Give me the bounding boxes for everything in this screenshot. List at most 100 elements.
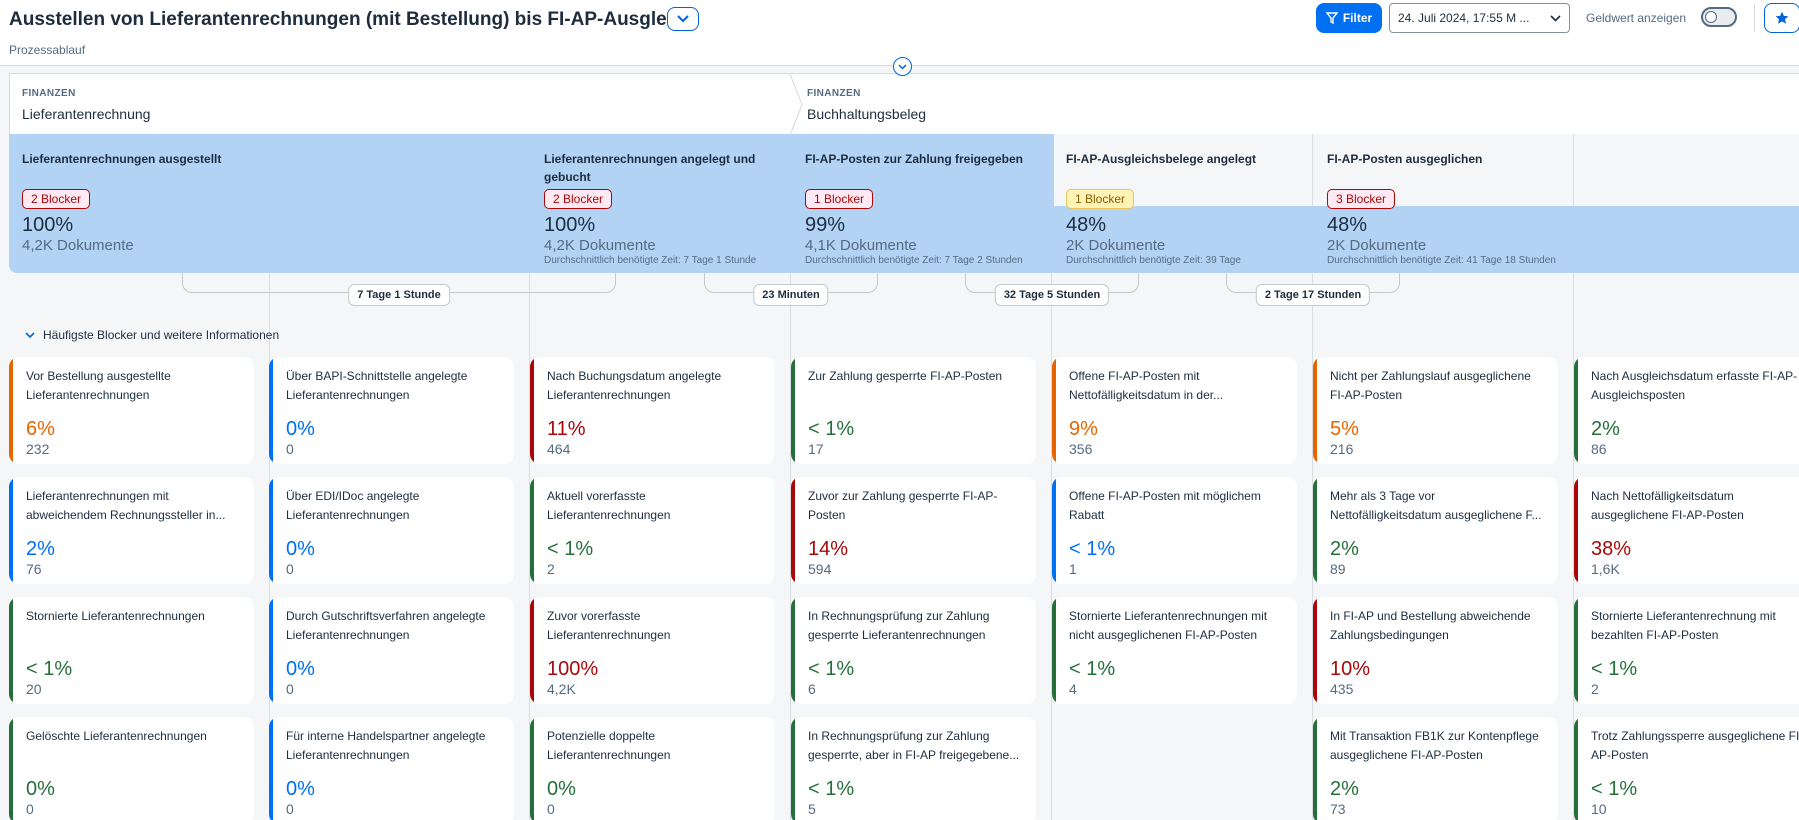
- blocker-card[interactable]: Nach Ausgleichsdatum erfasste FI-AP-Ausg…: [1574, 357, 1799, 464]
- process-step[interactable]: FI-AP-Posten zur Zahlung freigegeben 1 B…: [792, 134, 1052, 273]
- blocker-card[interactable]: Stornierte Lieferantenrechnungen mit nic…: [1052, 597, 1297, 704]
- blocker-card[interactable]: Trotz Zahlungssperre ausgeglichene FI-AP…: [1574, 717, 1799, 820]
- process-step[interactable]: FI-AP-Posten ausgeglichen 3 Blocker 48% …: [1314, 134, 1574, 273]
- status-bar: [530, 597, 534, 704]
- card-percent: 2%: [1330, 778, 1359, 800]
- card-percent: 5%: [1330, 418, 1359, 440]
- step-average-time: Durchschnittlich benötigte Zeit: 39 Tage: [1066, 255, 1241, 266]
- card-title: In FI-AP und Bestellung abweichende Zahl…: [1330, 609, 1531, 642]
- status-bar: [1574, 717, 1578, 820]
- filter-button-label: Filter: [1342, 11, 1373, 25]
- status-bar: [1313, 357, 1317, 464]
- card-percent: 2%: [1591, 418, 1620, 440]
- card-title: Gelöschte Lieferantenrechnungen: [26, 729, 207, 743]
- process-step[interactable]: Lieferantenrechnungen angelegt und gebuc…: [531, 134, 791, 273]
- blocker-card[interactable]: Zuvor zur Zahlung gesperrte FI-AP-Posten…: [791, 477, 1036, 584]
- status-bar: [1313, 597, 1317, 704]
- filter-button[interactable]: Filter: [1316, 3, 1382, 33]
- blocker-card[interactable]: Zur Zahlung gesperrte FI-AP-Posten < 1% 17: [791, 357, 1036, 464]
- phase-category: FINANZEN: [807, 88, 861, 99]
- process-step[interactable]: FI-AP-Ausgleichsbelege angelegt 1 Blocke…: [1053, 134, 1313, 273]
- variant-dropdown-button[interactable]: [667, 7, 699, 31]
- header-divider: [1754, 4, 1755, 32]
- phase-buchhaltungsbeleg: FINANZEN Buchhaltungsbeleg: [807, 74, 1797, 135]
- filter-icon: [1325, 12, 1338, 24]
- blocker-card[interactable]: Stornierte Lieferantenrechnungen < 1% 20: [9, 597, 254, 704]
- geldwert-toggle[interactable]: [1701, 7, 1737, 27]
- card-title: Stornierte Lieferantenrechnung mit bezah…: [1591, 609, 1776, 642]
- card-title: Vor Bestellung ausgestellte Lieferantenr…: [26, 369, 171, 402]
- status-bar: [1052, 357, 1056, 464]
- blocker-card[interactable]: In Rechnungsprüfung zur Zahlung gesperrt…: [791, 597, 1036, 704]
- status-bar: [269, 357, 273, 464]
- blocker-card[interactable]: Nach Nettofälligkeitsdatum ausgeglichene…: [1574, 477, 1799, 584]
- card-count: 89: [1330, 561, 1346, 577]
- blocker-card[interactable]: Mehr als 3 Tage vor Nettofälligkeitsdatu…: [1313, 477, 1558, 584]
- card-count: 10: [1591, 801, 1607, 817]
- card-title: Offene FI-AP-Posten mit möglichem Rabatt: [1069, 489, 1261, 522]
- card-count: 6: [808, 681, 816, 697]
- card-count: 0: [286, 681, 294, 697]
- blocker-card[interactable]: Aktuell vorerfasste Lieferantenrechnunge…: [530, 477, 775, 584]
- status-bar: [791, 477, 795, 584]
- blocker-card[interactable]: Offene FI-AP-Posten mit Nettofälligkeits…: [1052, 357, 1297, 464]
- card-title: Trotz Zahlungssperre ausgeglichene FI-AP…: [1591, 729, 1799, 762]
- blocker-card[interactable]: In Rechnungsprüfung zur Zahlung gesperrt…: [791, 717, 1036, 820]
- blocker-card[interactable]: Stornierte Lieferantenrechnung mit bezah…: [1574, 597, 1799, 704]
- step-average-time: Durchschnittlich benötigte Zeit: 41 Tage…: [1327, 255, 1556, 266]
- card-count: 73: [1330, 801, 1346, 817]
- card-percent: 2%: [26, 538, 55, 560]
- collapse-header-button[interactable]: [893, 57, 912, 76]
- card-title: Aktuell vorerfasste Lieferantenrechnunge…: [547, 489, 671, 522]
- blocker-card[interactable]: Lieferantenrechnungen mit abweichendem R…: [9, 477, 254, 584]
- card-percent: 2%: [1330, 538, 1359, 560]
- card-title: Zuvor zur Zahlung gesperrte FI-AP-Posten: [808, 489, 998, 522]
- blocker-card[interactable]: Durch Gutschriftsverfahren angelegte Lie…: [269, 597, 514, 704]
- card-percent: 10%: [1330, 658, 1371, 680]
- blocker-card[interactable]: Vor Bestellung ausgestellte Lieferantenr…: [9, 357, 254, 464]
- phase-name: Lieferantenrechnung: [22, 106, 151, 122]
- blocker-info-toggle[interactable]: Häufigste Blocker und weitere Informatio…: [25, 328, 279, 342]
- blocker-card[interactable]: Für interne Handelspartner angelegte Lie…: [269, 717, 514, 820]
- status-bar: [9, 477, 13, 584]
- card-title: Lieferantenrechnungen mit abweichendem R…: [26, 489, 226, 522]
- blocker-badge[interactable]: 2 Blocker: [22, 189, 91, 209]
- blocker-card[interactable]: Mit Transaktion FB1K zur Kontenpflege au…: [1313, 717, 1558, 820]
- blocker-card[interactable]: Über BAPI-Schnittstelle angelegte Liefer…: [269, 357, 514, 464]
- duration-label: 23 Minuten: [753, 284, 829, 306]
- blocker-card[interactable]: Gelöschte Lieferantenrechnungen 0% 0: [9, 717, 254, 820]
- process-step[interactable]: Lieferantenrechnungen ausgestellt 2 Bloc…: [9, 134, 269, 273]
- blocker-card[interactable]: Offene FI-AP-Posten mit möglichem Rabatt…: [1052, 477, 1297, 584]
- duration-label: 7 Tage 1 Stunde: [348, 284, 450, 306]
- blocker-card[interactable]: Potenzielle doppelte Lieferantenrechnung…: [530, 717, 775, 820]
- blocker-card[interactable]: In FI-AP und Bestellung abweichende Zahl…: [1313, 597, 1558, 704]
- step-documents: 4,2K Dokumente: [22, 237, 134, 254]
- page-subtitle: Prozessablauf: [9, 43, 86, 57]
- status-bar: [1052, 597, 1056, 704]
- blocker-badge[interactable]: 3 Blocker: [1327, 189, 1396, 209]
- blocker-card[interactable]: Nicht per Zahlungslauf ausgeglichene FI-…: [1313, 357, 1558, 464]
- column-divider: [1051, 134, 1052, 820]
- blocker-card[interactable]: Zuvor vorerfasste Lieferantenrechnungen 1…: [530, 597, 775, 704]
- funnel-band-partial: [1054, 206, 1799, 273]
- card-title: Durch Gutschriftsverfahren angelegte Lie…: [286, 609, 486, 642]
- card-count: 464: [547, 441, 571, 457]
- blocker-badge[interactable]: 1 Blocker: [805, 189, 874, 209]
- card-title: Nach Nettofälligkeitsdatum ausgeglichene…: [1591, 489, 1744, 522]
- card-count: 86: [1591, 441, 1607, 457]
- blocker-badge[interactable]: 1 Blocker: [1066, 189, 1135, 209]
- favorite-button[interactable]: [1764, 3, 1799, 33]
- blocker-card[interactable]: Über EDI/IDoc angelegte Lieferantenrechn…: [269, 477, 514, 584]
- card-percent: < 1%: [1069, 538, 1116, 560]
- status-bar: [1574, 357, 1578, 464]
- blocker-card[interactable]: Nach Buchungsdatum angelegte Lieferanten…: [530, 357, 775, 464]
- step-title: FI-AP-Ausgleichsbelege angelegt: [1066, 152, 1257, 166]
- card-percent: 0%: [286, 658, 315, 680]
- card-percent: 14%: [808, 538, 849, 560]
- card-title: Stornierte Lieferantenrechnungen: [26, 609, 205, 623]
- card-percent: 9%: [1069, 418, 1098, 440]
- card-count: 4,2K: [547, 681, 576, 697]
- card-title: Nicht per Zahlungslauf ausgeglichene FI-…: [1330, 369, 1531, 402]
- date-select[interactable]: 24. Juli 2024, 17:55 M ...: [1389, 3, 1570, 33]
- blocker-badge[interactable]: 2 Blocker: [544, 189, 613, 209]
